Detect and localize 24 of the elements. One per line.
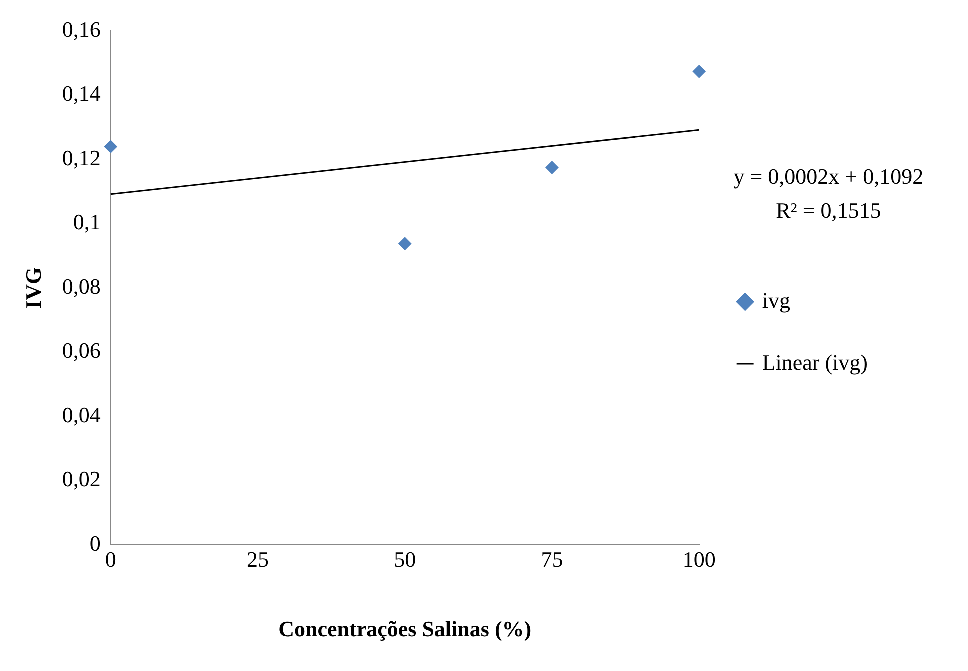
point xyxy=(104,140,118,154)
x-tick-label: 25 xyxy=(247,547,270,572)
y-tick-label: 0,1 xyxy=(73,210,101,235)
y-tick-label: 0,14 xyxy=(62,81,101,106)
legend-label: Linear (ivg) xyxy=(762,350,868,375)
y-axis-title: IVG xyxy=(20,267,46,309)
point xyxy=(546,161,559,174)
y-tick-label: 0,06 xyxy=(62,338,101,364)
y-tick-label: 0 xyxy=(90,530,101,556)
x-tick-label: 100 xyxy=(682,547,716,572)
point xyxy=(398,237,412,250)
y-tick-label: 0,08 xyxy=(62,274,101,299)
text: R² = 0,1515 xyxy=(776,198,882,223)
y-tick-label: 0,04 xyxy=(62,402,101,428)
point xyxy=(692,65,706,78)
text: y = 0,0002x + 0,1092 xyxy=(734,164,924,189)
x-axis-title: Concentrações Salinas (%) xyxy=(278,616,532,642)
x-tick-label: 0 xyxy=(105,547,116,572)
x-tick-label: 50 xyxy=(394,547,416,572)
x-tick-label: 75 xyxy=(541,547,564,572)
y-tick-label: 0,02 xyxy=(62,466,101,492)
y-tick-label: 0,16 xyxy=(62,16,101,42)
y-tick-label: 0,12 xyxy=(62,145,101,170)
legend-label: ivg xyxy=(762,288,790,313)
